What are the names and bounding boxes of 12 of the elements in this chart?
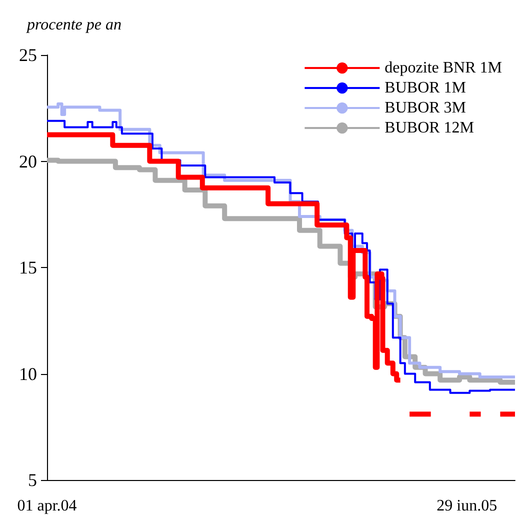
y-tick-label: 25 <box>19 45 37 65</box>
legend-label: depozite BNR 1M <box>384 60 502 76</box>
y-tick-label: 15 <box>19 258 37 278</box>
y-tick-label: 10 <box>19 364 37 384</box>
y-tick-label: 5 <box>28 470 37 490</box>
x-tick-label: 01 apr.04 <box>17 498 77 514</box>
legend-label: BUBOR 1M <box>384 80 466 96</box>
y-axis-title: procente pe an <box>26 16 122 34</box>
legend-label: BUBOR 12M <box>384 120 474 136</box>
legend-label: BUBOR 3M <box>384 100 466 116</box>
y-tick-label: 20 <box>19 151 37 172</box>
x-tick-label: 29 iun.05 <box>436 498 498 514</box>
